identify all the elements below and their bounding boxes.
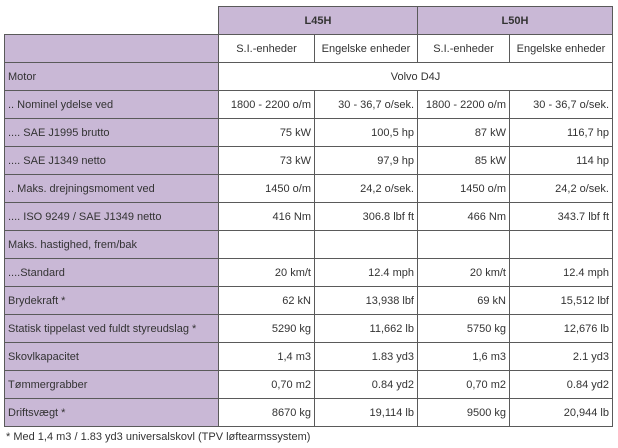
unit-header-english: Engelske enheder <box>314 34 418 63</box>
table-cell: 306.8 lbf ft <box>314 202 418 231</box>
table-cell: 30 - 36,7 o/sek. <box>314 90 418 119</box>
table-cell: 0.84 yd2 <box>314 370 418 399</box>
table-cell: 343.7 lbf ft <box>509 202 613 231</box>
row-label: Motor <box>4 62 219 91</box>
table-row: Driftsvægt * 8670 kg 19,114 lb 9500 kg 2… <box>4 398 613 427</box>
row-label: .. Maks. drejningsmoment ved <box>4 174 219 203</box>
table-cell: 69 kN <box>417 286 510 315</box>
table-cell: 73 kW <box>218 146 315 175</box>
row-label: .... SAE J1349 netto <box>4 146 219 175</box>
table-cell: 11,662 lb <box>314 314 418 343</box>
table-cell: 85 kW <box>417 146 510 175</box>
row-label: Tømmergrabber <box>4 370 219 399</box>
table-cell: 114 hp <box>509 146 613 175</box>
table-row: Statisk tippelast ved fuldt styreudslag … <box>4 314 613 343</box>
table-row: ....Standard 20 km/t 12.4 mph 20 km/t 12… <box>4 258 613 287</box>
table-row: .... SAE J1349 netto 73 kW 97,9 hp 85 kW… <box>4 146 613 175</box>
table-row: .. Nominel ydelse ved 1800 - 2200 o/m 30… <box>4 90 613 119</box>
table-cell: 116,7 hp <box>509 118 613 147</box>
table-cell: 1.83 yd3 <box>314 342 418 371</box>
row-label: Brydekraft * <box>4 286 219 315</box>
unit-header-label-cell <box>4 34 219 63</box>
table-cell <box>417 230 510 259</box>
spec-table: L45H L50H S.I.-enheder Engelske enheder … <box>4 6 613 427</box>
row-label: .... ISO 9249 / SAE J1349 netto <box>4 202 219 231</box>
row-label: .. Nominel ydelse ved <box>4 90 219 119</box>
table-cell: 12.4 mph <box>509 258 613 287</box>
table-cell: 62 kN <box>218 286 315 315</box>
model-header-l50h: L50H <box>417 6 613 35</box>
row-label: Driftsvægt * <box>4 398 219 427</box>
table-cell: 5750 kg <box>417 314 510 343</box>
engine-value: Volvo D4J <box>218 62 613 91</box>
table-cell: 0,70 m2 <box>417 370 510 399</box>
table-row: Brydekraft * 62 kN 13,938 lbf 69 kN 15,5… <box>4 286 613 315</box>
table-cell: 24,2 o/sek. <box>509 174 613 203</box>
table-cell: 97,9 hp <box>314 146 418 175</box>
table-cell: 20 km/t <box>417 258 510 287</box>
table-cell: 20 km/t <box>218 258 315 287</box>
row-label: Skovlkapacitet <box>4 342 219 371</box>
table-cell: 1450 o/m <box>218 174 315 203</box>
row-label: .... SAE J1995 brutto <box>4 118 219 147</box>
footnote: * Med 1,4 m3 / 1.83 yd3 universalskovl (… <box>6 431 311 443</box>
table-cell <box>509 230 613 259</box>
table-row: Maks. hastighed, frem/bak <box>4 230 613 259</box>
table-row: Tømmergrabber 0,70 m2 0.84 yd2 0,70 m2 0… <box>4 370 613 399</box>
model-header-row: L45H L50H <box>4 6 613 35</box>
table-cell: 87 kW <box>417 118 510 147</box>
table-cell: 416 Nm <box>218 202 315 231</box>
table-cell: 19,114 lb <box>314 398 418 427</box>
table-cell: 13,938 lbf <box>314 286 418 315</box>
table-cell: 2.1 yd3 <box>509 342 613 371</box>
table-cell: 1,4 m3 <box>218 342 315 371</box>
table-cell: 12,676 lb <box>509 314 613 343</box>
table-cell: 15,512 lbf <box>509 286 613 315</box>
table-cell: 100,5 hp <box>314 118 418 147</box>
table-cell: 75 kW <box>218 118 315 147</box>
table-cell: 24,2 o/sek. <box>314 174 418 203</box>
header-blank-cell <box>4 6 219 35</box>
table-row: .. Maks. drejningsmoment ved 1450 o/m 24… <box>4 174 613 203</box>
model-header-l45h: L45H <box>218 6 418 35</box>
unit-header-si: S.I.-enheder <box>417 34 510 63</box>
table-cell: 20,944 lb <box>509 398 613 427</box>
unit-header-english: Engelske enheder <box>509 34 613 63</box>
table-cell: 1,6 m3 <box>417 342 510 371</box>
table-cell <box>314 230 418 259</box>
table-row: .... ISO 9249 / SAE J1349 netto 416 Nm 3… <box>4 202 613 231</box>
table-cell <box>218 230 315 259</box>
table-cell: 0.84 yd2 <box>509 370 613 399</box>
table-row: Skovlkapacitet 1,4 m3 1.83 yd3 1,6 m3 2.… <box>4 342 613 371</box>
row-label: Maks. hastighed, frem/bak <box>4 230 219 259</box>
unit-header-row: S.I.-enheder Engelske enheder S.I.-enhed… <box>4 34 613 63</box>
table-cell: 9500 kg <box>417 398 510 427</box>
table-cell: 466 Nm <box>417 202 510 231</box>
table-cell: 1450 o/m <box>417 174 510 203</box>
table-cell: 1800 - 2200 o/m <box>218 90 315 119</box>
table-row: .... SAE J1995 brutto 75 kW 100,5 hp 87 … <box>4 118 613 147</box>
table-cell: 30 - 36,7 o/sek. <box>509 90 613 119</box>
table-cell: 12.4 mph <box>314 258 418 287</box>
table-cell: 5290 kg <box>218 314 315 343</box>
unit-header-si: S.I.-enheder <box>218 34 315 63</box>
row-label: ....Standard <box>4 258 219 287</box>
table-cell: 8670 kg <box>218 398 315 427</box>
row-label: Statisk tippelast ved fuldt styreudslag … <box>4 314 219 343</box>
table-cell: 0,70 m2 <box>218 370 315 399</box>
table-cell: 1800 - 2200 o/m <box>417 90 510 119</box>
table-row: Motor Volvo D4J <box>4 62 613 91</box>
